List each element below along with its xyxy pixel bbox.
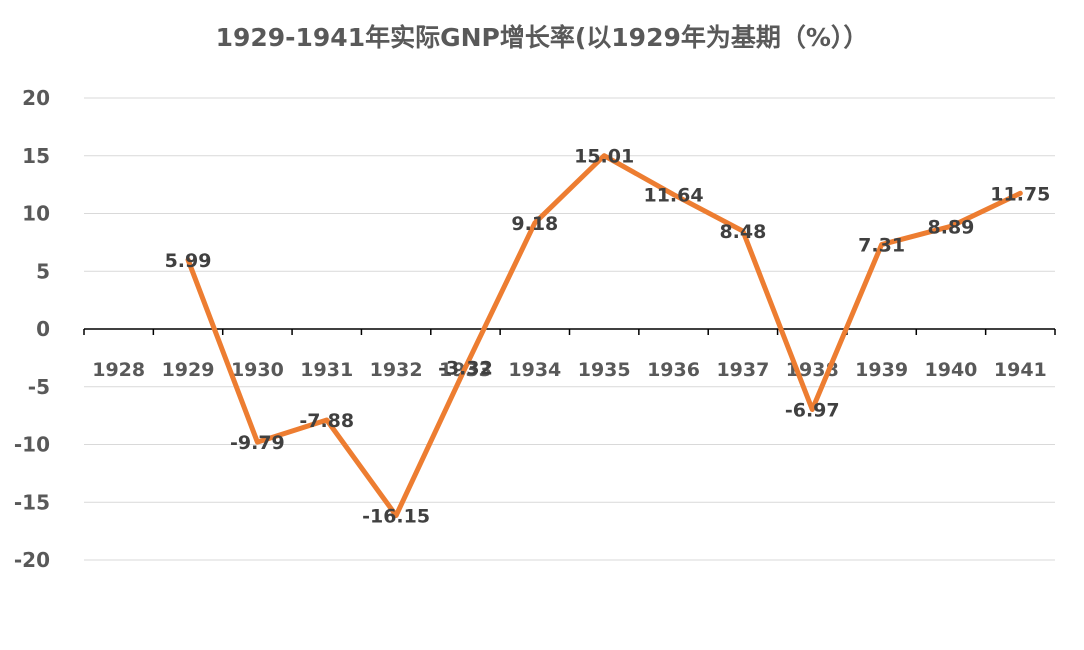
x-tick-label: 1936 xyxy=(647,359,700,381)
data-point xyxy=(1019,192,1022,195)
data-point xyxy=(811,408,814,411)
x-tick-label: 1934 xyxy=(508,359,561,381)
data-label: -6.97 xyxy=(785,400,840,422)
data-label: 9.18 xyxy=(511,213,558,235)
data-point xyxy=(325,419,328,422)
y-axis-ticks: 20 15 10 5 0 -5 -10 -15 -20 xyxy=(14,86,50,572)
series-line xyxy=(185,153,1023,519)
y-tick-label: 5 xyxy=(36,259,50,283)
y-tick-label: 10 xyxy=(22,202,50,226)
y-tick-label: -5 xyxy=(28,375,50,399)
chart-title: 1929-1941年实际GNP增长率(以1929年为基期（%）） xyxy=(215,23,869,52)
data-point xyxy=(949,225,952,228)
x-tick-label: 1930 xyxy=(231,359,284,381)
data-point xyxy=(741,230,744,233)
x-tick-label: 1929 xyxy=(162,359,215,381)
y-tick-label: 20 xyxy=(22,86,50,110)
data-label: 8.48 xyxy=(719,221,766,243)
data-label: 5.99 xyxy=(165,250,212,272)
x-tick-label: 1935 xyxy=(578,359,631,381)
y-tick-label: -10 xyxy=(14,433,50,457)
data-point xyxy=(672,193,675,196)
y-tick-label: -20 xyxy=(14,548,50,572)
data-point xyxy=(187,258,190,261)
data-label: 11.75 xyxy=(990,183,1050,205)
x-tick-label: 1941 xyxy=(994,359,1047,381)
data-label: 15.01 xyxy=(574,146,634,168)
x-tick-label: 1928 xyxy=(92,359,145,381)
x-tick-label: 1932 xyxy=(370,359,423,381)
data-label: 8.89 xyxy=(928,216,975,238)
x-tick-label: 1940 xyxy=(925,359,978,381)
x-tick-label: 1937 xyxy=(716,359,769,381)
data-point xyxy=(603,154,606,157)
x-tick-label: 1939 xyxy=(855,359,908,381)
data-label: -3.32 xyxy=(438,357,493,379)
data-label: 11.64 xyxy=(643,185,703,207)
data-label: -9.79 xyxy=(230,432,285,454)
data-label: 7.31 xyxy=(858,235,905,257)
gridlines xyxy=(84,97,1055,561)
data-point xyxy=(880,243,883,246)
x-axis xyxy=(83,328,1056,335)
x-tick-label: 1931 xyxy=(300,359,353,381)
data-label: -16.15 xyxy=(362,506,430,528)
data-point xyxy=(533,221,536,224)
data-point xyxy=(256,441,259,444)
y-tick-label: 0 xyxy=(36,317,50,341)
data-point xyxy=(395,514,398,517)
series-line-group xyxy=(185,153,1023,519)
data-point xyxy=(464,366,467,369)
y-tick-label: -15 xyxy=(14,490,50,514)
y-tick-label: 15 xyxy=(22,144,50,168)
data-labels: 5.99 -9.79 -7.88 -16.15 -3.32 9.18 15.01 11.64 8… xyxy=(165,146,1051,528)
data-label: -7.88 xyxy=(299,410,354,432)
